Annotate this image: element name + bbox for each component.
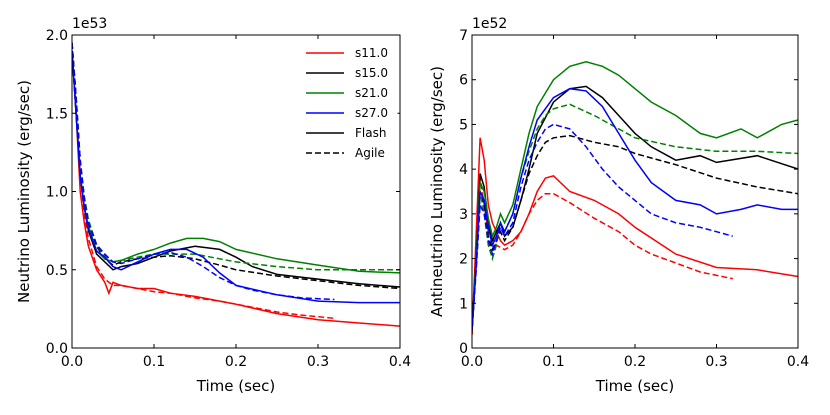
antineutrino-ylabel: Antineutrino Luminosity (erg/sec) [428, 66, 446, 317]
neutrino-xtick-label: 0.3 [307, 354, 329, 370]
neutrino-ytick-label: 2.0 [46, 28, 68, 44]
antineutrino-ytick-label: 5 [459, 117, 468, 133]
antineutrino-ytick-label: 4 [459, 162, 468, 178]
neutrino-ytick-label: 1.0 [46, 185, 68, 201]
antineutrino-offset-text: 1e52 [472, 16, 507, 32]
antineutrino-series-s27-0-agile [472, 123, 733, 331]
legend-label-s11-0: s11.0 [355, 46, 388, 60]
antineutrino-ytick-label: 1 [459, 296, 468, 312]
neutrino-ytick-label: 0.0 [46, 341, 68, 357]
antineutrino-series-s15-0-agile [472, 134, 798, 331]
neutrino-ticks-layer: 0.0 0.1 0.2 0.3 0.4 0.0 0.5 1.0 1.5 2.0 [46, 28, 411, 370]
antineutrino-series-s27-0-flash [472, 87, 798, 331]
antineutrino-series-layer [472, 61, 798, 335]
neutrino-series-s11-0-agile [72, 42, 335, 320]
neutrino-xtick-label: 0.1 [143, 354, 165, 370]
antineutrino-ytick-label: 3 [459, 207, 468, 223]
neutrino-series-layer [72, 42, 400, 327]
neutrino-offset-text: 1e53 [72, 16, 107, 32]
neutrino-xtick-label: 0.0 [61, 354, 83, 370]
legend-label-s15-0: s15.0 [355, 66, 388, 80]
antineutrino-xtick-label: 0.2 [624, 354, 646, 370]
neutrino-series-s27-0-flash [72, 50, 400, 304]
legend-label-s21-0: s21.0 [355, 86, 388, 100]
antineutrino-series-s21-0-agile [472, 103, 798, 331]
neutrino-xlabel: Time (sec) [196, 377, 275, 395]
neutrino-xtick-label: 0.4 [389, 354, 411, 370]
legend-label-flash: Flash [355, 126, 386, 140]
neutrino-ytick-label: 0.5 [46, 263, 68, 279]
neutrino-series-s27-0-agile [72, 42, 335, 301]
antineutrino-xtick-label: 0.4 [787, 354, 809, 370]
antineutrino-xtick-label: 0.1 [542, 354, 564, 370]
neutrino-luminosity-chart: 0.0 0.1 0.2 0.3 0.4 0.0 0.5 1.0 1.5 2.0 1e53 Time… [15, 16, 411, 395]
antineutrino-ytick-label: 2 [459, 252, 468, 268]
antineutrino-plot-frame [471, 34, 799, 349]
antineutrino-series-s15-0-flash [472, 85, 798, 331]
antineutrino-ytick-label: 0 [459, 341, 468, 357]
neutrino-xtick-label: 0.2 [225, 354, 247, 370]
neutrino-ytick-label: 1.5 [46, 106, 68, 122]
antineutrino-series-s11-0-agile [472, 177, 733, 335]
antineutrino-xlabel: Time (sec) [595, 377, 674, 395]
neutrino-series-s11-0-flash [72, 50, 400, 327]
neutrino-ylabel: Neutrino Luminosity (erg/sec) [15, 80, 33, 303]
antineutrino-xtick-label: 0.3 [705, 354, 727, 370]
antineutrino-ticks-layer: 0.0 0.1 0.2 0.3 0.4 0 1 2 3 4 5 6 7 [459, 28, 809, 370]
antineutrino-series-s21-0-flash [472, 61, 798, 331]
antineutrino-ytick-label: 6 [459, 73, 468, 89]
legend-label-agile: Agile [355, 146, 385, 160]
legend: s11.0 s15.0 s21.0 s27.0 Flash Agile [300, 39, 398, 160]
legend-label-s27-0: s27.0 [355, 106, 388, 120]
antineutrino-xtick-label: 0.0 [461, 354, 483, 370]
legend-frame [300, 39, 398, 159]
antineutrino-ytick-label: 7 [459, 28, 468, 44]
